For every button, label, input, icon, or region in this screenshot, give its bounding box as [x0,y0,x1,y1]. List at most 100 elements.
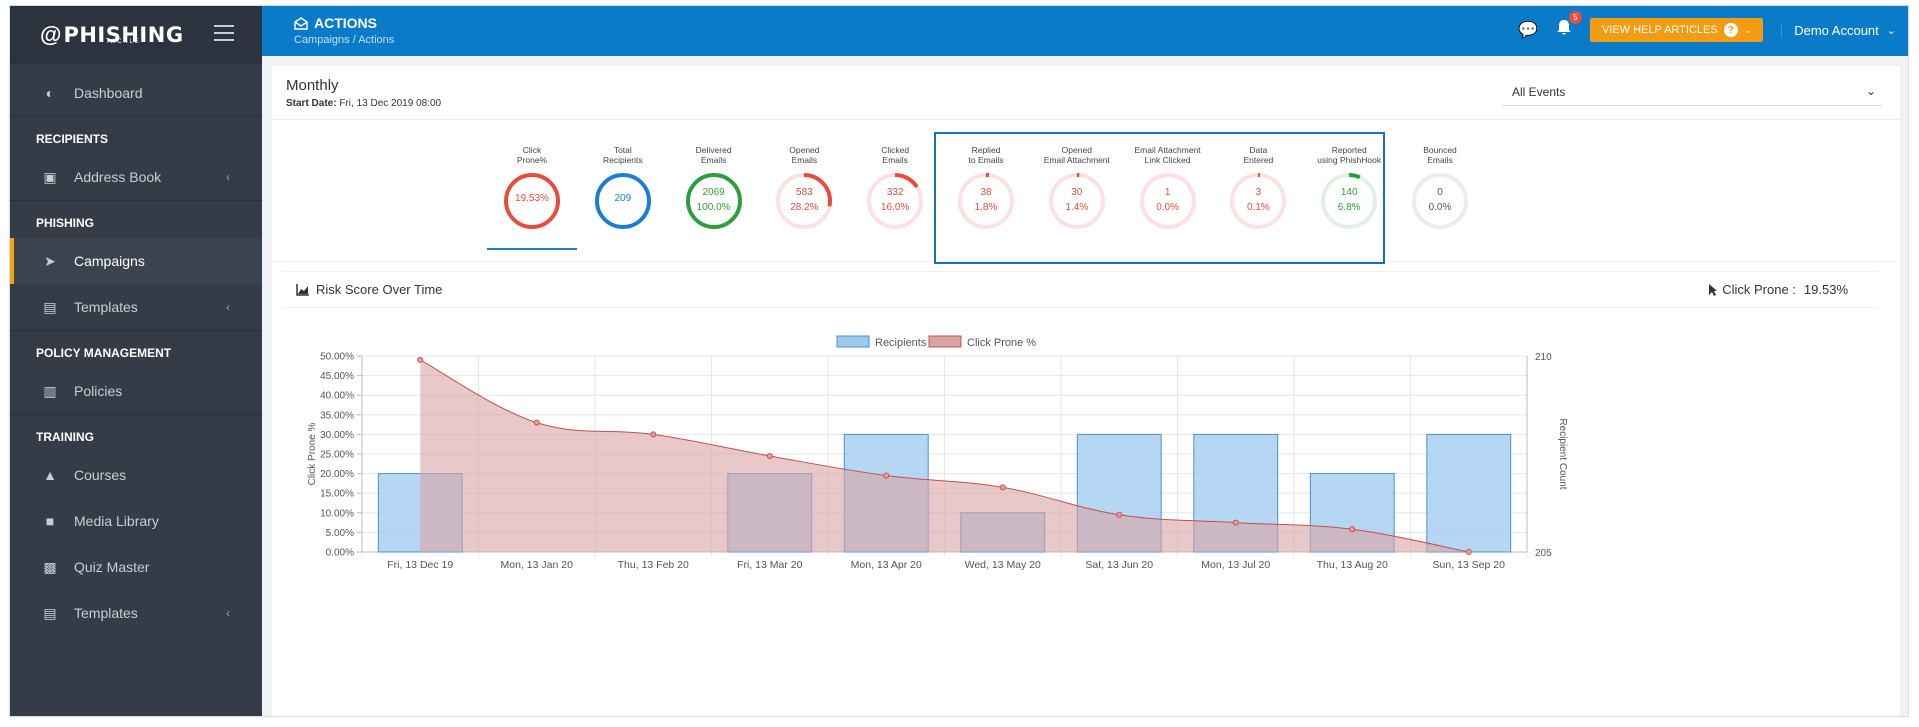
stat-value: 583 [796,187,813,198]
legend-swatch-recipients [836,335,870,348]
stat-label-line: Reported [1331,145,1367,155]
stat-value: 2069 [702,187,725,198]
help-button-label: VIEW HELP ARTICLES [1601,24,1718,36]
x-tick-label: Mon, 13 Apr 20 [851,559,922,571]
stats-row: Click Prone% 19.53% Total Recipients 209 Deliv… [272,120,1900,264]
stat-label-line: Replied [971,145,1001,155]
stat-label-line: Data [1249,145,1268,155]
stat-email-attachment-link-clicked[interactable]: Email Attachment Link Clicked 1 0.0% [1123,145,1213,231]
sidebar-item-label: Courses [74,467,127,483]
sidebar-item-quiz-master[interactable]: ▩ Quiz Master [10,544,262,590]
x-tick-label: Thu, 13 Feb 20 [618,559,689,571]
area-chart-icon [296,283,309,296]
stats-highlight-box [934,132,1385,264]
stat-percent: 1.4% [1065,202,1089,213]
notifications-button[interactable]: 5 [1556,11,1582,41]
sidebar: @ PHISHING TACKLE ◐ Dashboard RECIPIENTS ▣ A… [10,6,262,716]
nav-section-heading: TRAINING [10,414,262,452]
sidebar-item-label: Dashboard [74,85,143,101]
stat-opened-emails[interactable]: Opened Emails 583 28.2% [759,145,849,231]
sidebar-item-campaigns[interactable]: ➤ Campaigns [10,238,262,284]
bell-icon [1556,20,1571,35]
stat-percent: 100.0% [696,202,731,213]
progress-ring-icon [1412,173,1468,229]
stat-label-line: Recipients [602,155,643,165]
chevron-down-icon: ⌄ [1743,24,1752,35]
stat-label-line: Click [522,145,542,155]
stat-ring: 38 1.8% [956,171,1016,231]
notification-badge: 5 [1568,11,1582,24]
stat-ring: 209 [593,171,653,231]
sidebar-item-media-library[interactable]: ■ Media Library [10,498,262,544]
stat-click-prone-[interactable]: Click Prone% 19.53% [487,145,577,231]
sidebar-item-address-book[interactable]: ▣ Address Book ‹ [10,154,262,200]
stat-percent: 16.0% [881,202,910,213]
nav-section-heading: POLICY MANAGEMENT [10,330,262,368]
legend-label: Recipients [875,337,927,349]
stat-percent: 0.0% [1428,202,1452,213]
stat-opened-email-attachment[interactable]: Opened Email Attachment 30 1.4% [1032,145,1122,231]
sidebar-item-templates[interactable]: ▤ Templates ‹ [10,590,262,636]
progress-ring-icon [594,173,651,229]
stat-label: Opened Email Attachment [1032,145,1122,165]
sidebar-item-courses[interactable]: ▲ Courses [10,452,262,498]
video-camera-icon: ■ [45,513,55,529]
sidebar-item-label: Media Library [74,513,159,529]
stat-label: Clicked Emails [850,145,940,165]
stat-replied-to-emails[interactable]: Replied to Emails 38 1.8% [941,145,1031,231]
x-tick-label: Sat, 13 Jun 20 [1085,559,1153,571]
sidebar-item-templates[interactable]: ▤ Templates ‹ [10,284,262,330]
stat-delivered-emails[interactable]: Delivered Emails 2069 100.0% [669,145,759,231]
y-tick-label: 45.00% [320,371,354,382]
breadcrumb[interactable]: Campaigns / Actions [294,34,395,46]
sidebar-item-label: Address Book [74,169,162,185]
stat-label: Data Entered [1213,145,1303,165]
risk-score-card: Risk Score Over Time Click Prone : 19.53… [282,271,1878,711]
point-click-prone [1465,549,1472,555]
stat-label-line: using PhishHook [1317,155,1382,165]
y-axis-title-right: Recipient Count [1557,418,1568,489]
progress-ring-icon [958,173,1014,229]
sidebar-item-label: Templates [74,605,138,621]
stat-label: Reported using PhishHook [1304,145,1394,165]
stat-clicked-emails[interactable]: Clicked Emails 332 16.0% [850,145,940,231]
sidebar-item-label: Templates [74,299,138,315]
chevron-left-icon: ‹ [226,300,230,314]
logo-hook-icon: @ [40,21,62,47]
stat-label: Email Attachment Link Clicked [1123,145,1213,165]
stat-bounced-emails[interactable]: Bounced Emails 0 0.0% [1395,145,1485,231]
sidebar-item-policies[interactable]: ▥ Policies [10,368,262,414]
progress-arc [867,173,924,229]
chevron-left-icon: ‹ [226,606,230,620]
logo-subtitle: TACKLE [106,39,141,45]
stat-ring: 3 0.1% [1228,171,1288,231]
view-help-articles-button[interactable]: VIEW HELP ARTICLES ? ⌄ [1589,18,1764,42]
stat-ring: 140 6.8% [1319,171,1379,231]
account-menu[interactable]: Demo Account ⌄ [1781,22,1896,38]
file-icon: ▤ [43,604,57,621]
point-click-prone [650,431,657,438]
sidebar-item-label: Policies [74,383,123,399]
stat-total-recipients[interactable]: Total Recipients 209 [578,145,668,231]
stat-data-entered[interactable]: Data Entered 3 0.1% [1213,145,1303,231]
stat-label-line: Emails [882,155,908,165]
point-click-prone [1349,526,1356,533]
stat-label-line: Clicked [881,145,910,155]
bar-recipients [1426,433,1512,553]
stat-value: 0 [1437,187,1443,198]
stat-reported-using-phishhook[interactable]: Reported using PhishHook 140 6.8% [1304,145,1394,231]
address-book-icon: ▣ [43,168,57,185]
y-tick-label: 10.00% [320,508,354,519]
chevron-left-icon: ‹ [226,170,230,184]
stat-label-line: Emails [1427,155,1453,165]
x-tick-label: Wed, 13 May 20 [965,559,1041,571]
progress-ring-icon [867,173,924,229]
y-tick-label: 40.00% [320,391,354,402]
menu-toggle-icon[interactable] [214,25,234,41]
sidebar-item-dashboard[interactable]: ◐ Dashboard [10,70,262,116]
stat-value: 140 [1340,187,1358,198]
events-filter-select[interactable]: All Events ⌄ [1502,78,1882,106]
legend-swatch-click-prone [928,335,962,348]
graduation-cap-icon: ▲ [43,467,57,483]
chat-icon[interactable]: 💬 [1518,22,1538,39]
